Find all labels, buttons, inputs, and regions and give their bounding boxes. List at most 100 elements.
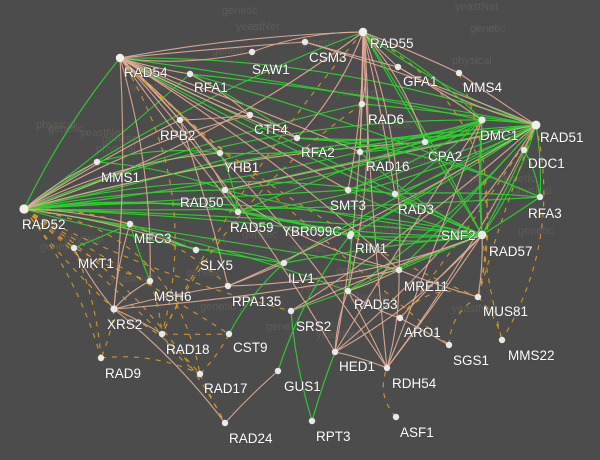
node-label: RAD16: [366, 159, 410, 174]
edge-genetic: [23, 208, 201, 375]
edge-yeastNet: [296, 137, 541, 198]
graph-node[interactable]: [478, 231, 486, 239]
edge-yeastNet: [129, 223, 197, 251]
graph-node[interactable]: [146, 277, 154, 285]
graph-node[interactable]: [421, 138, 429, 146]
graph-node[interactable]: [287, 307, 295, 315]
node-label: HED1: [339, 359, 375, 374]
edge-yeastNet: [481, 196, 541, 236]
graph-node[interactable]: [115, 53, 125, 63]
graph-node[interactable]: [498, 336, 506, 344]
watermark-text: genetic: [186, 267, 222, 279]
edge-genetic: [382, 367, 397, 418]
graph-node[interactable]: [478, 116, 486, 124]
graph-node[interactable]: [392, 413, 400, 421]
graph-node[interactable]: [93, 158, 101, 166]
graph-node[interactable]: [216, 149, 224, 157]
edge-yeastNet: [219, 119, 483, 155]
node-label: SMT3: [330, 198, 366, 213]
edge-physical: [304, 41, 399, 68]
edge-physical: [386, 269, 400, 369]
graph-node[interactable]: [445, 341, 453, 349]
graph-node[interactable]: [274, 367, 282, 375]
graph-node[interactable]: [394, 63, 402, 71]
edge-physical: [399, 317, 450, 346]
graph-node[interactable]: [293, 134, 301, 142]
edge-genetic: [23, 208, 163, 335]
node-label: ARO1: [404, 325, 441, 340]
graph-node[interactable]: [391, 190, 399, 198]
graph-node[interactable]: [344, 287, 352, 295]
graph-node[interactable]: [225, 330, 233, 338]
graph-node[interactable]: [196, 370, 204, 378]
edge-genetic: [161, 333, 201, 375]
edge-physical: [119, 57, 400, 271]
node-label: RDH54: [392, 376, 437, 391]
edge-physical: [23, 114, 251, 210]
edge-physical: [23, 161, 98, 210]
edge-genetic: [119, 57, 176, 335]
watermark-text: physical: [512, 185, 552, 197]
graph-node[interactable]: [110, 305, 118, 313]
node-label: RIM1: [355, 241, 387, 256]
graph-node[interactable]: [383, 364, 391, 372]
graph-node[interactable]: [308, 417, 316, 425]
node-layer[interactable]: [19, 27, 544, 427]
graph-node[interactable]: [126, 220, 134, 228]
graph-node[interactable]: [531, 120, 541, 130]
graph-node[interactable]: [186, 70, 194, 78]
graph-node[interactable]: [474, 293, 482, 301]
graph-node[interactable]: [301, 38, 309, 46]
edge-yeastNet: [23, 208, 483, 236]
graph-node[interactable]: [344, 186, 352, 194]
graph-node[interactable]: [176, 116, 184, 124]
graph-node[interactable]: [221, 419, 229, 427]
edge-yeastNet: [23, 189, 226, 210]
graph-node[interactable]: [520, 146, 528, 154]
graph-node[interactable]: [358, 100, 366, 108]
watermark-text: yeastNet: [336, 87, 379, 99]
edge-yeastNet: [23, 189, 349, 210]
graph-node[interactable]: [395, 266, 403, 274]
edge-physical: [23, 152, 221, 210]
edge-yeastNet: [362, 31, 537, 126]
edge-physical: [113, 308, 226, 424]
node-label: MKT1: [78, 256, 114, 271]
edge-yeastNet: [283, 234, 483, 264]
graph-node[interactable]: [356, 148, 364, 156]
graph-node[interactable]: [224, 282, 232, 290]
graph-node[interactable]: [280, 259, 288, 267]
graph-node[interactable]: [536, 193, 544, 201]
edge-yeastNet: [362, 31, 483, 121]
watermark-text: genetic: [518, 225, 554, 237]
graph-node[interactable]: [192, 246, 200, 254]
graph-node[interactable]: [347, 230, 355, 238]
node-label: RAD54: [124, 65, 168, 80]
node-label: MSH6: [154, 289, 192, 304]
graph-node[interactable]: [97, 354, 105, 362]
graph-node[interactable]: [455, 69, 463, 77]
edge-physical: [119, 57, 349, 191]
edge-genetic: [199, 373, 226, 424]
watermark-layer: genetic yeastNetgeneticyeastNetgeneticphy…: [36, 1, 554, 341]
graph-node[interactable]: [221, 186, 229, 194]
graph-node[interactable]: [248, 48, 256, 56]
edge-physical: [362, 31, 426, 143]
edge-physical: [362, 31, 396, 195]
edge-genetic: [362, 31, 489, 298]
edge-physical: [73, 247, 115, 310]
graph-node[interactable]: [358, 27, 368, 37]
edge-genetic: [161, 103, 363, 335]
graph-node[interactable]: [246, 111, 254, 119]
edge-physical: [362, 31, 460, 74]
edge-genetic: [100, 356, 201, 375]
graph-node[interactable]: [396, 314, 404, 322]
graph-node[interactable]: [70, 244, 78, 252]
graph-node[interactable]: [234, 208, 242, 216]
graph-node[interactable]: [158, 330, 166, 338]
edge-yeastNet: [359, 151, 483, 236]
graph-node[interactable]: [331, 348, 339, 356]
graph-node[interactable]: [19, 204, 29, 214]
